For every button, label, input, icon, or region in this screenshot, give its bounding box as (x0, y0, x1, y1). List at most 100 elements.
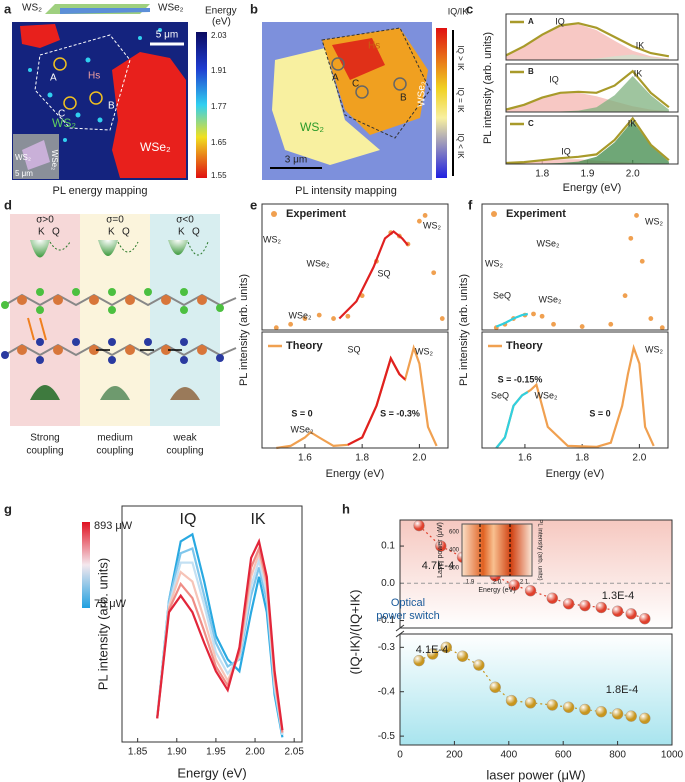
y-tick-label: -0.5 (378, 731, 396, 742)
data-point (648, 316, 654, 321)
panel-label: b (250, 1, 258, 16)
y-axis-label: PL intensity (arb. units) (95, 558, 110, 690)
plot-area (262, 204, 448, 330)
data-point (435, 540, 447, 552)
valley-label: Q (52, 227, 60, 238)
scale-label: 5 μm (156, 30, 178, 41)
colorbar-label: 73 μW (94, 598, 127, 610)
data-point (302, 316, 308, 321)
point-marker (355, 85, 369, 99)
colorbar-label: IQ < IK (456, 133, 465, 159)
strain-label: σ>0 (36, 215, 54, 226)
hs-spot (20, 24, 60, 48)
lattice-top (1, 288, 237, 314)
annotation: IQ (555, 16, 565, 26)
annotation: S = 0 (291, 408, 312, 418)
annotation: IK (634, 68, 643, 78)
x-tick-label: 1.85 (128, 747, 148, 758)
annotation: SQ (347, 344, 360, 354)
map-label: WS₂ (300, 120, 324, 134)
panel-a: a WS₂ WSe₂ Hs A B C WS₂ WSe₂ 5 μm WS₂ WS… (4, 1, 237, 196)
annotation: WSe₂ (291, 424, 315, 434)
spectrum-line (505, 69, 670, 111)
plot-frame (481, 331, 669, 449)
data-point (611, 708, 624, 720)
colorbar-label: 893 μW (94, 520, 133, 532)
panel-label: f (468, 197, 473, 212)
valley-label: Q (192, 227, 200, 238)
point-marker (89, 91, 103, 105)
x-tick-label: 1.90 (167, 747, 187, 758)
inset-ytick: 400 (449, 548, 460, 554)
data-point (473, 659, 485, 671)
point-marker (63, 96, 77, 110)
annotation: Optical (391, 597, 425, 609)
coupling-arrow (27, 317, 47, 341)
map-label: C (352, 79, 359, 90)
legend-label: A (528, 17, 534, 26)
valley-label: Q (122, 227, 130, 238)
data-point (273, 325, 279, 331)
fit-area (506, 76, 669, 112)
plot-area (482, 332, 668, 448)
legend-label: Experiment (286, 208, 346, 220)
data-point (659, 325, 665, 331)
band-valley (100, 386, 130, 400)
caption: coupling (26, 446, 63, 457)
data-point (628, 235, 634, 241)
colorbar-title: IQ/IK (448, 6, 469, 16)
plot-frame (505, 115, 679, 165)
inset-flake (22, 140, 50, 170)
colorbar-tick: 1.91 (211, 66, 227, 75)
caption: weak (172, 433, 197, 444)
annotation: WSe₂ (307, 258, 331, 268)
axis-break (395, 630, 405, 638)
map-label: B (108, 101, 115, 112)
panel-label: c (466, 1, 473, 16)
spectrum-line (505, 22, 670, 58)
spectrum-line (347, 355, 406, 446)
inset-label: 5 μm (15, 169, 33, 178)
x-axis-label: Energy (eV) (563, 182, 622, 194)
panel-b: b Hs A C B WSe₂ WS₂ 3 μm IQ/IK IQ > IK I… (250, 1, 468, 196)
data-point (431, 270, 437, 276)
data-point (579, 703, 591, 716)
annotation: WSe₂ (537, 238, 561, 248)
plot-area (262, 332, 448, 448)
wse2-region (112, 52, 186, 178)
annotation: 1.3E-4 (602, 590, 634, 602)
spectrum-line (495, 391, 529, 449)
plot-frame (505, 13, 679, 61)
annotation: WS₂ (645, 344, 663, 354)
panel-d: d σ>0 σ=0 σ<0 K Q K Q K Q Strong couplin… (1, 197, 237, 457)
inset-label: WSe₂ (50, 150, 59, 170)
caption: coupling (166, 446, 203, 457)
legend-marker (271, 211, 277, 217)
annotation: IK (628, 118, 637, 128)
legend-label: C (528, 119, 534, 128)
band-valley (30, 385, 60, 400)
data-point (316, 312, 322, 318)
plot-frame (505, 63, 679, 113)
schematic-layer (60, 8, 150, 14)
data-point (439, 316, 445, 321)
annotation: IQ (549, 74, 559, 84)
y-tick-label: -0.3 (378, 642, 396, 653)
data-point (634, 213, 639, 218)
lattice-bottom (1, 338, 237, 364)
plot-area (482, 204, 668, 330)
data-point (595, 706, 607, 718)
spectrum-line (156, 538, 284, 731)
y-tick-label: -0.1 (378, 615, 396, 626)
data-point (639, 258, 645, 264)
band-valley (30, 240, 50, 258)
x-tick-label: 2.0 (412, 453, 426, 464)
annotation: 1.8E-4 (606, 684, 638, 696)
annotation: WSe₂ (535, 390, 559, 400)
legend-label: Theory (286, 340, 324, 352)
annotation: power switch (376, 610, 440, 622)
y-axis-label: PL intensity (arb. units) (482, 32, 494, 144)
data-point (562, 598, 575, 610)
strain-label: σ=0 (106, 215, 124, 226)
